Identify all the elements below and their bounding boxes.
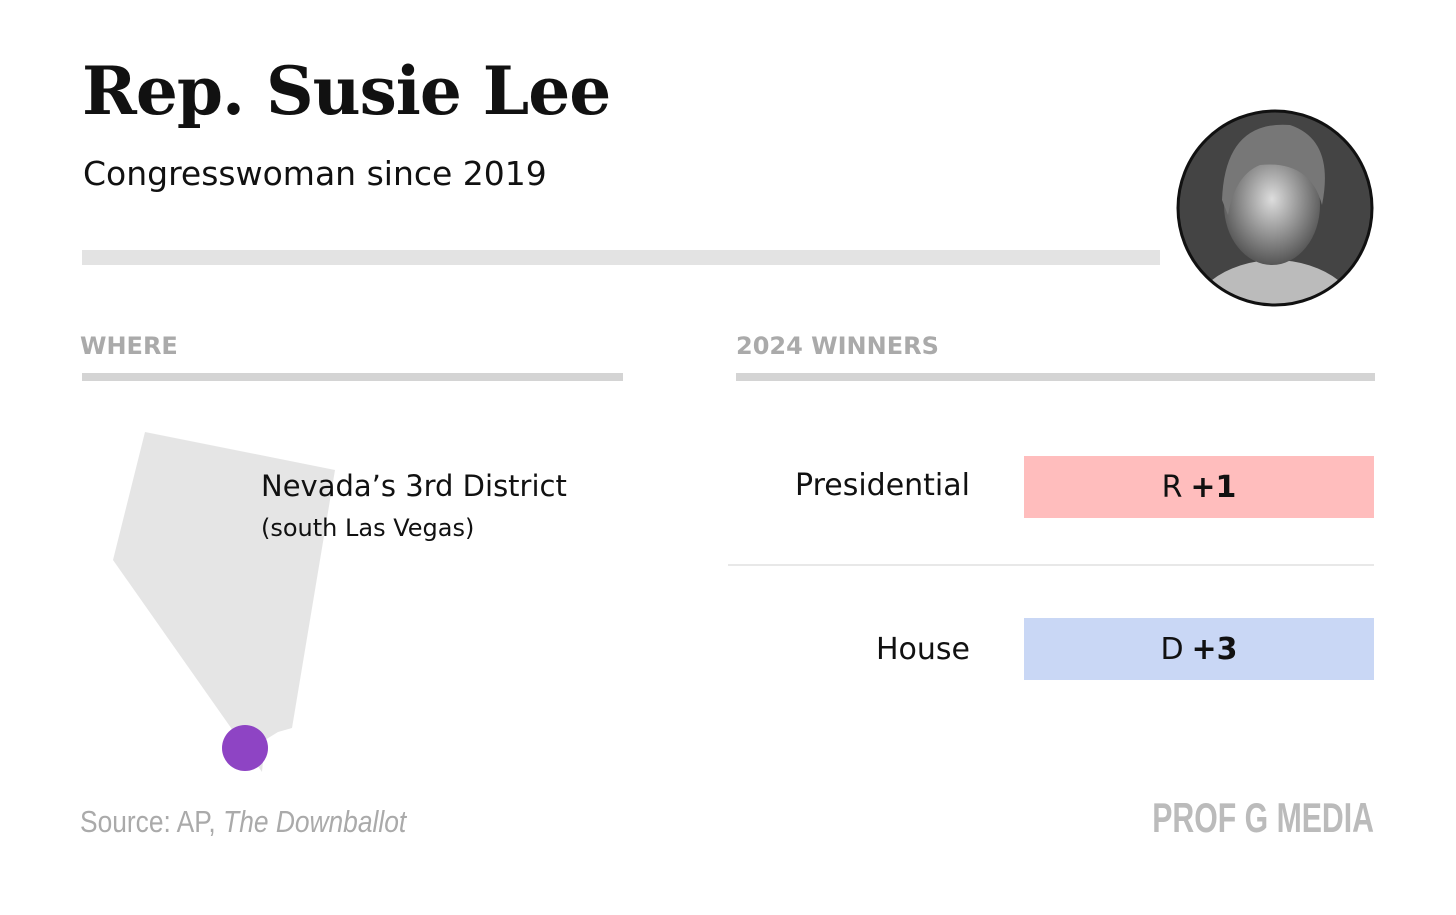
portrait [1178, 111, 1372, 305]
row-label: House [875, 632, 970, 667]
nevada-map [113, 432, 335, 772]
district-name: Nevada’s 3rd District [261, 469, 567, 503]
title: Rep. Susie Lee [82, 52, 611, 130]
subtitle: Congresswoman since 2019 [83, 154, 547, 193]
district-marker [222, 725, 268, 771]
section-heading: WHERE [80, 332, 178, 360]
section-rule [82, 373, 623, 381]
party: D [1160, 631, 1184, 667]
party: R [1161, 469, 1183, 505]
divider-bar [82, 250, 1160, 265]
row-label: Presidential [795, 468, 970, 503]
source-name: The Downballot [223, 804, 407, 839]
margin-box: D +3 [1024, 618, 1374, 680]
source: Source: AP, The Downballot [80, 804, 406, 840]
source-prefix: Source: AP, [80, 804, 216, 839]
section-rule [736, 373, 1375, 381]
portrait-frame [1176, 109, 1374, 307]
section-heading: 2024 WINNERS [736, 332, 939, 360]
brand: PROF G MEDIA [1152, 794, 1374, 841]
margin-box: R +1 [1024, 456, 1374, 518]
margin: +3 [1191, 631, 1238, 667]
margin: +1 [1190, 469, 1237, 505]
district-area: (south Las Vegas) [261, 514, 475, 542]
